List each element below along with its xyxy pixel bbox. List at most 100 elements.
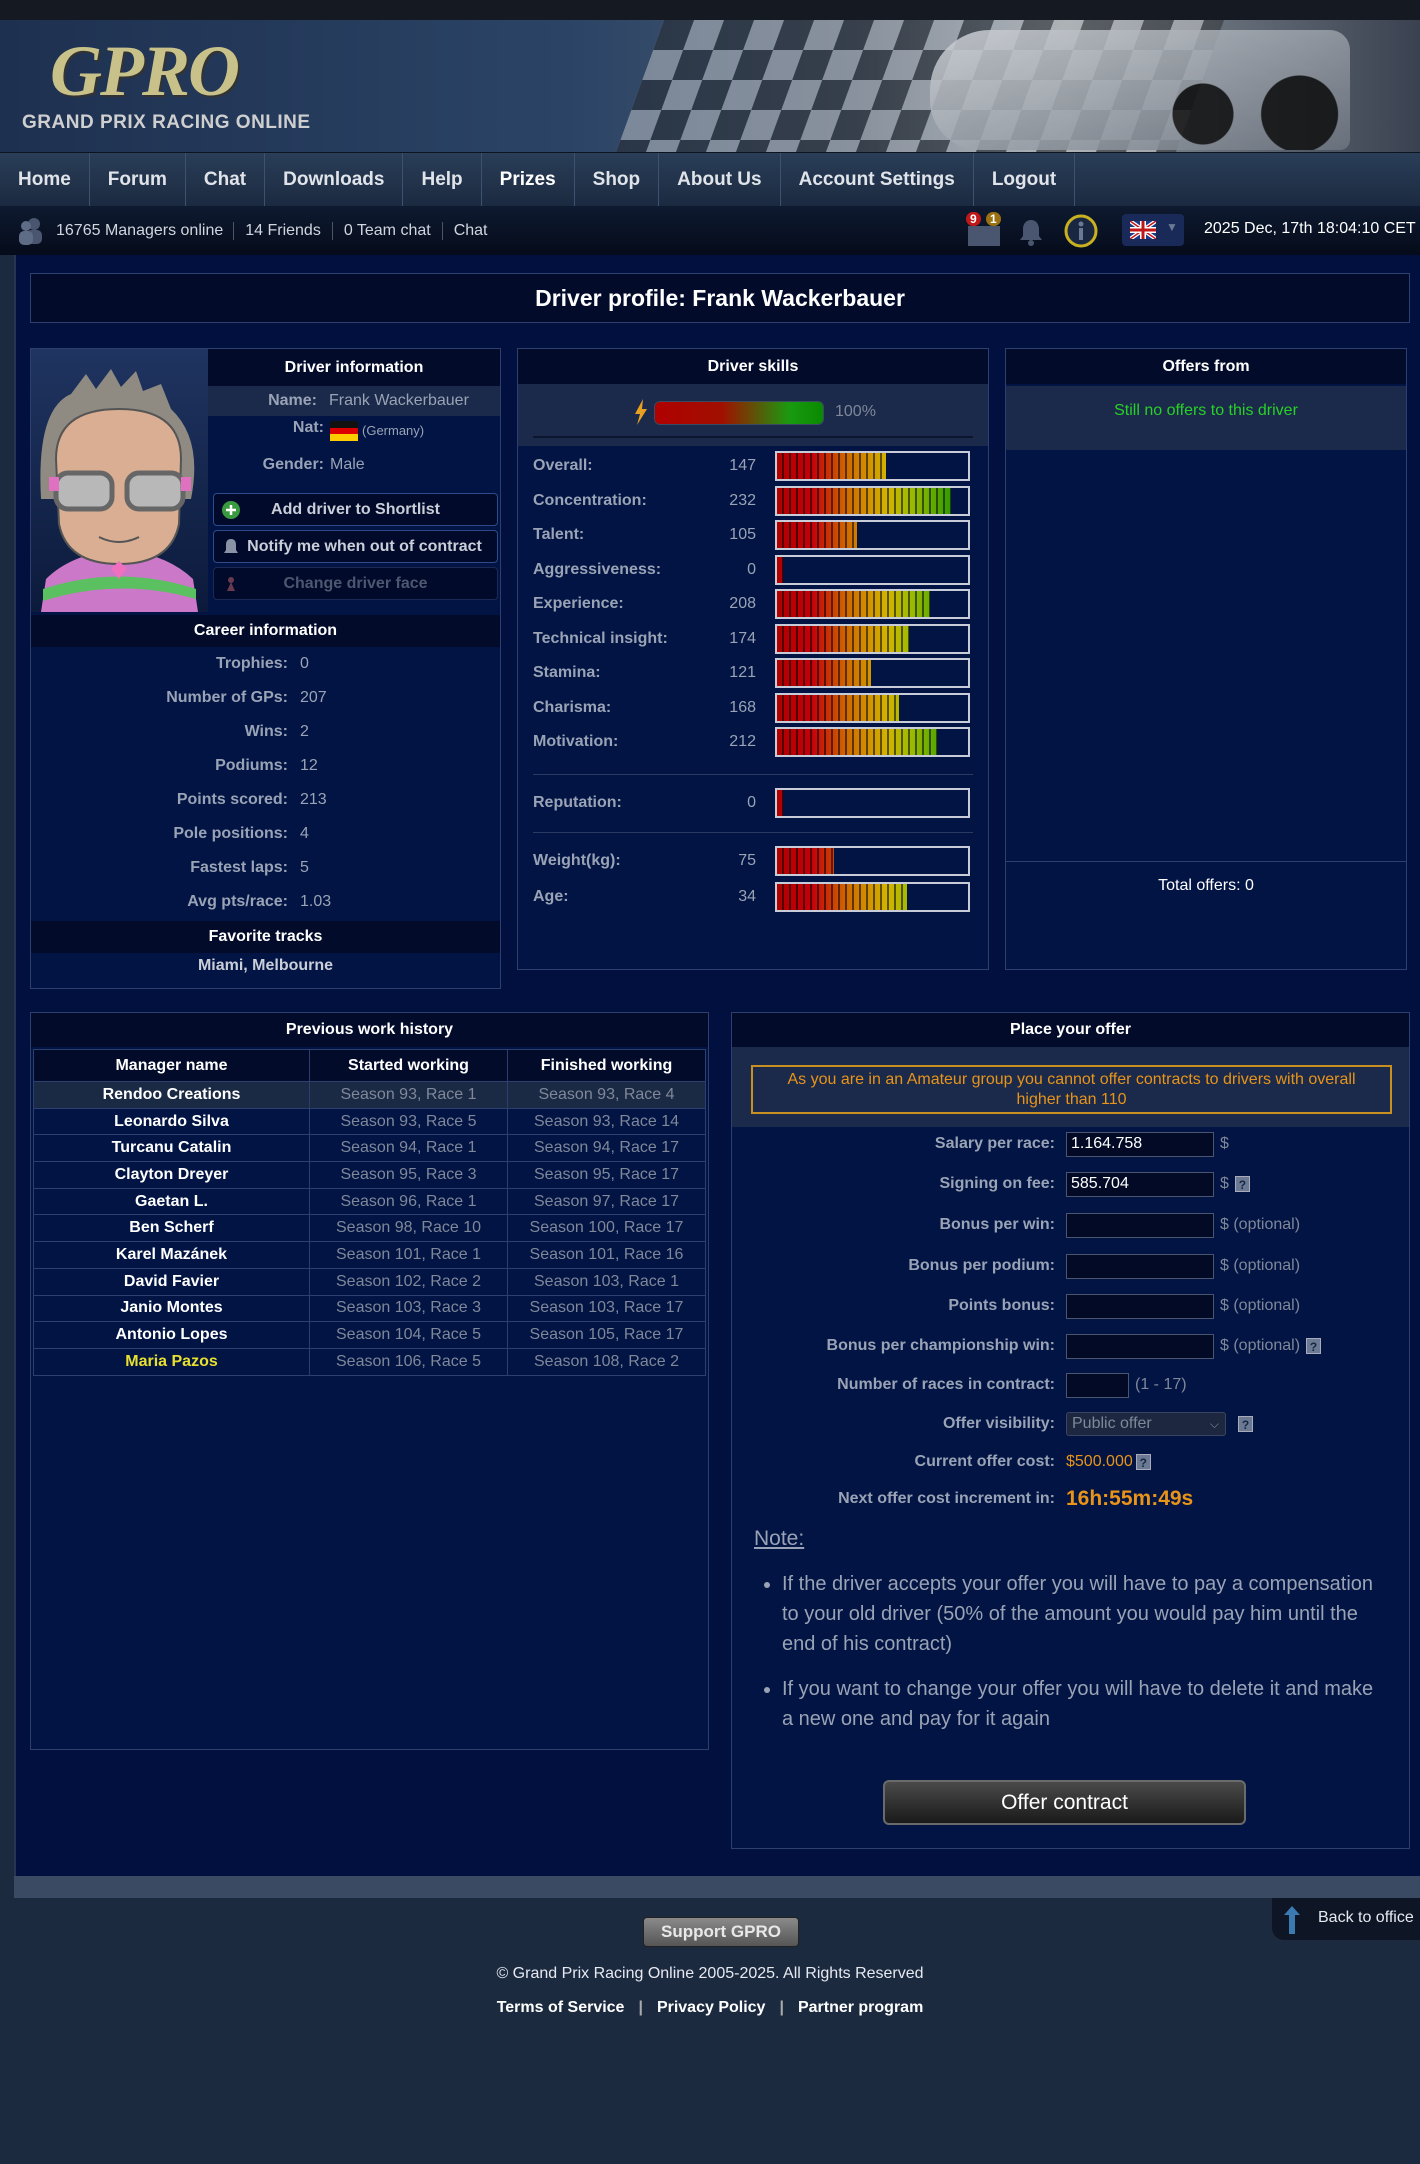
manager-name[interactable]: Leonardo Silva [33,1107,310,1136]
back-to-office-button[interactable]: Back to office [1272,1898,1420,1940]
offer-contract-button[interactable]: Offer contract [883,1780,1246,1825]
add-to-shortlist-button[interactable]: Add driver to Shortlist [213,493,498,526]
points-bonus-input[interactable] [1066,1293,1214,1319]
skill-value: 174 [729,629,756,647]
info-icon[interactable] [1064,214,1098,248]
manager-name[interactable]: Gaetan L. [33,1187,310,1216]
help-icon[interactable]: ? [1234,1176,1250,1192]
started-working: Season 106, Race 5 [309,1347,508,1376]
server-datetime: 2025 Dec, 17th 18:04:10 CET [1204,220,1416,237]
finished-working: Season 108, Race 2 [507,1347,706,1376]
manager-name[interactable]: Ben Scherf [33,1214,310,1243]
finished-working: Season 100, Race 17 [507,1214,706,1243]
lightning-icon [635,399,647,425]
started-working: Season 98, Race 10 [309,1214,508,1243]
manager-name[interactable]: Maria Pazos [33,1347,310,1376]
manager-name[interactable]: Karel Mazánek [33,1241,310,1269]
manager-name[interactable]: Rendoo Creations [33,1081,310,1109]
skill-row: Reputation: 0 [518,788,988,818]
nav-help[interactable]: Help [403,153,482,207]
skill-label: Weight(kg): [533,852,621,869]
friends-link[interactable]: 14 Friends [233,221,332,240]
races-input[interactable] [1066,1372,1129,1398]
help-icon[interactable]: ? [1135,1454,1151,1470]
started-working: Season 93, Race 5 [309,1107,508,1136]
support-gpro-button[interactable]: Support GPRO [643,1917,799,1947]
help-icon[interactable]: ? [1238,1416,1253,1432]
managers-online[interactable]: 16765 Managers online [56,221,224,239]
races-row: Number of races in contract: (1 - 17) [732,1372,1409,1398]
manager-name[interactable]: David Favier [33,1267,310,1296]
skill-value: 212 [729,733,756,750]
gpro-logo[interactable]: GPRO GRAND PRIX RACING ONLINE [20,30,350,140]
manager-name[interactable]: Clayton Dreyer [33,1161,310,1189]
work-history-panel: Previous work history Manager name Start… [30,1012,709,1750]
nav-shop[interactable]: Shop [575,153,660,207]
nav-home[interactable]: Home [0,153,90,207]
career-stat-row: Number of GPs: 207 [31,683,500,713]
partner-link[interactable]: Partner program [797,1999,924,2016]
career-stat-label: Pole positions: [173,825,288,842]
career-stat-value: 4 [300,825,309,842]
terms-link[interactable]: Terms of Service [496,1999,625,2016]
mail-icon [968,226,1000,246]
top-bar [0,0,1420,20]
notifications-count-badge: 1 [986,212,1001,226]
bonus-win-input[interactable] [1066,1212,1214,1238]
visibility-label: Offer visibility: [942,1415,1055,1432]
signing-fee-row: Signing on fee: $? [732,1171,1409,1197]
favorite-tracks-header: Favorite tracks [31,921,500,953]
visibility-select[interactable]: Public offer ⌵ [1066,1412,1226,1436]
notify-button[interactable]: Notify me when out of contract [213,530,498,563]
skill-value: 168 [729,698,756,716]
nav-account-settings[interactable]: Account Settings [781,153,974,207]
skill-label: Charisma: [533,698,612,716]
driver-info-panel: Driver information Name: Frank Wackerbau… [30,348,501,989]
career-stat-row: Wins: 2 [31,717,500,747]
skill-bar-fill [777,453,886,479]
nav-forum[interactable]: Forum [90,153,186,207]
history-row: Turcanu Catalin Season 94, Race 1 Season 9… [33,1134,706,1163]
gender: Male [330,456,365,473]
nav-logout[interactable]: Logout [974,153,1076,207]
skill-bar-fill [777,848,835,874]
bonus-podium-input[interactable] [1066,1253,1214,1279]
bell-icon[interactable] [1018,218,1044,246]
language-selector[interactable]: ▼ [1122,214,1184,246]
manager-name[interactable]: Antonio Lopes [33,1321,310,1349]
privacy-link[interactable]: Privacy Policy [656,1999,766,2016]
nav-prizes[interactable]: Prizes [482,153,575,207]
plus-icon [222,501,240,519]
salary-input[interactable] [1066,1131,1214,1157]
skill-row: Talent: 105 [518,520,988,550]
skill-bar-fill [777,522,858,548]
started-working: Season 104, Race 5 [309,1321,508,1349]
manager-name[interactable]: Turcanu Catalin [33,1134,310,1163]
history-row: Leonardo Silva Season 93, Race 5 Season 93… [33,1107,706,1136]
help-icon[interactable]: ? [1306,1338,1322,1354]
logo-text: GPRO [50,31,240,111]
races-range: (1 - 17) [1135,1376,1187,1393]
skill-row: Concentration: 232 [518,485,988,516]
note-item: If you want to change your offer you wil… [782,1674,1382,1734]
nav-downloads[interactable]: Downloads [265,153,404,207]
footer-links: Terms of Service | Privacy Policy | Partner … [496,1999,924,2016]
history-row: Clayton Dreyer Season 95, Race 3 Season 95… [33,1161,706,1189]
messages-button[interactable]: 9 1 [966,212,1006,248]
offer-cost-label: Current offer cost: [914,1453,1055,1470]
finished-working: Season 103, Race 1 [507,1267,706,1296]
col-finished-working: Finished working [507,1049,706,1082]
chat-link[interactable]: Chat [441,221,499,240]
nav-about-us[interactable]: About Us [659,153,781,207]
finished-working: Season 93, Race 4 [507,1081,706,1109]
signing-fee-input[interactable] [1066,1171,1214,1197]
germany-flag-icon [330,421,358,441]
manager-name[interactable]: Janio Montes [33,1294,310,1323]
team-chat-link[interactable]: 0 Team chat [331,221,442,240]
nav-chat[interactable]: Chat [186,153,266,207]
change-face-button[interactable]: Change driver face [213,567,498,600]
bonus-championship-input[interactable] [1066,1333,1214,1359]
skill-bar [775,846,970,876]
signing-fee-label: Signing on fee: [939,1175,1055,1192]
person-icon [227,577,235,591]
